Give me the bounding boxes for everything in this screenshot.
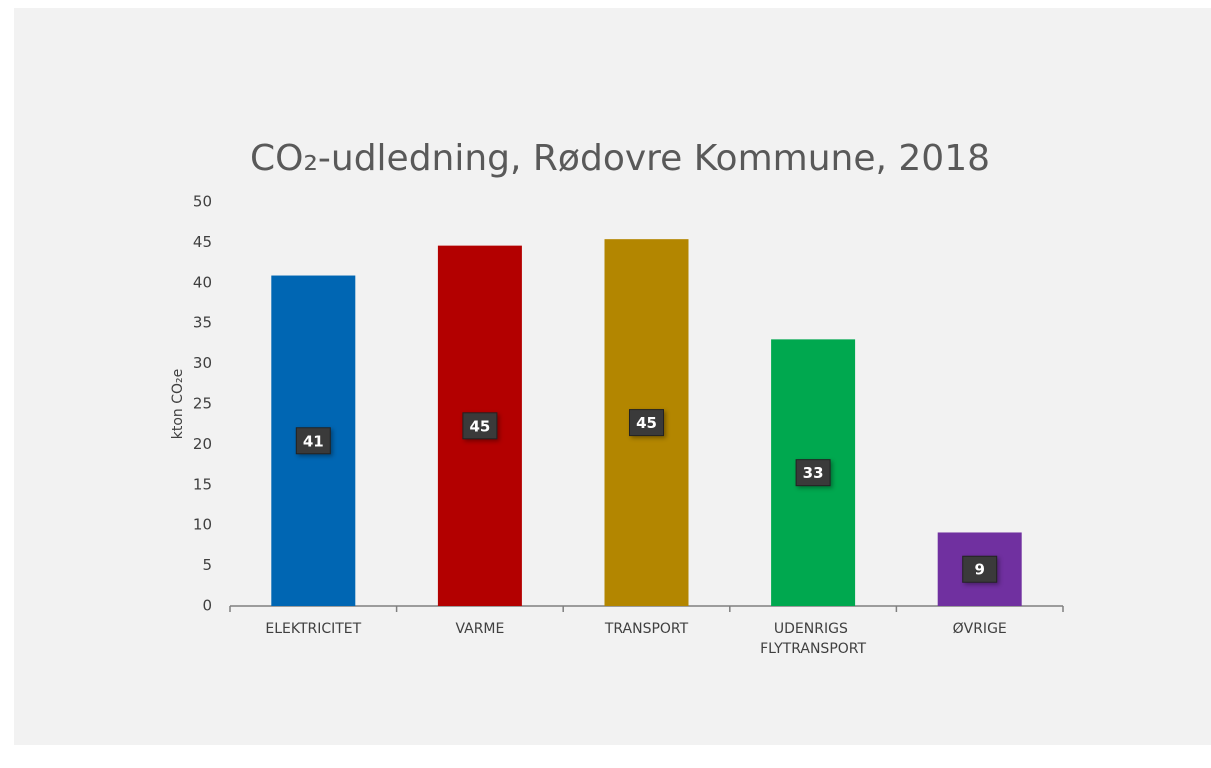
x-tick-label: ELEKTRICITET	[265, 621, 361, 637]
x-tick-label: UDENRIGS FLYTRANSPORT	[760, 621, 866, 657]
y-axis-label: kton CO₂e	[170, 369, 186, 440]
x-tick-label: TRANSPORT	[604, 621, 689, 637]
data-label: 9	[974, 561, 984, 579]
y-tick-label: 5	[202, 556, 212, 574]
x-tick-label: VARME	[455, 621, 504, 637]
y-tick-label: 0	[202, 597, 212, 615]
y-tick-label: 25	[193, 395, 212, 413]
y-tick-label: 10	[193, 516, 212, 534]
data-label-box	[462, 412, 498, 440]
data-label: 41	[303, 432, 324, 450]
data-label-box	[629, 409, 664, 437]
y-tick-label: 15	[193, 475, 212, 493]
data-label-box	[295, 427, 331, 455]
y-tick-label: 20	[193, 435, 212, 453]
y-tick-label: 30	[193, 354, 212, 372]
data-label-box	[962, 555, 998, 583]
data-label: 33	[803, 464, 824, 482]
y-tick-label: 40	[193, 273, 212, 291]
data-label-box	[795, 459, 831, 487]
y-tick-label: 50	[193, 193, 212, 211]
y-tick-label: 45	[193, 233, 212, 251]
data-label: 45	[469, 417, 490, 435]
y-tick-label: 35	[193, 314, 212, 332]
x-tick-label: ØVRIGE	[953, 621, 1007, 637]
chart-title: CO₂-udledning, Rødovre Kommune, 2018	[250, 138, 990, 179]
data-label: 45	[636, 414, 657, 432]
